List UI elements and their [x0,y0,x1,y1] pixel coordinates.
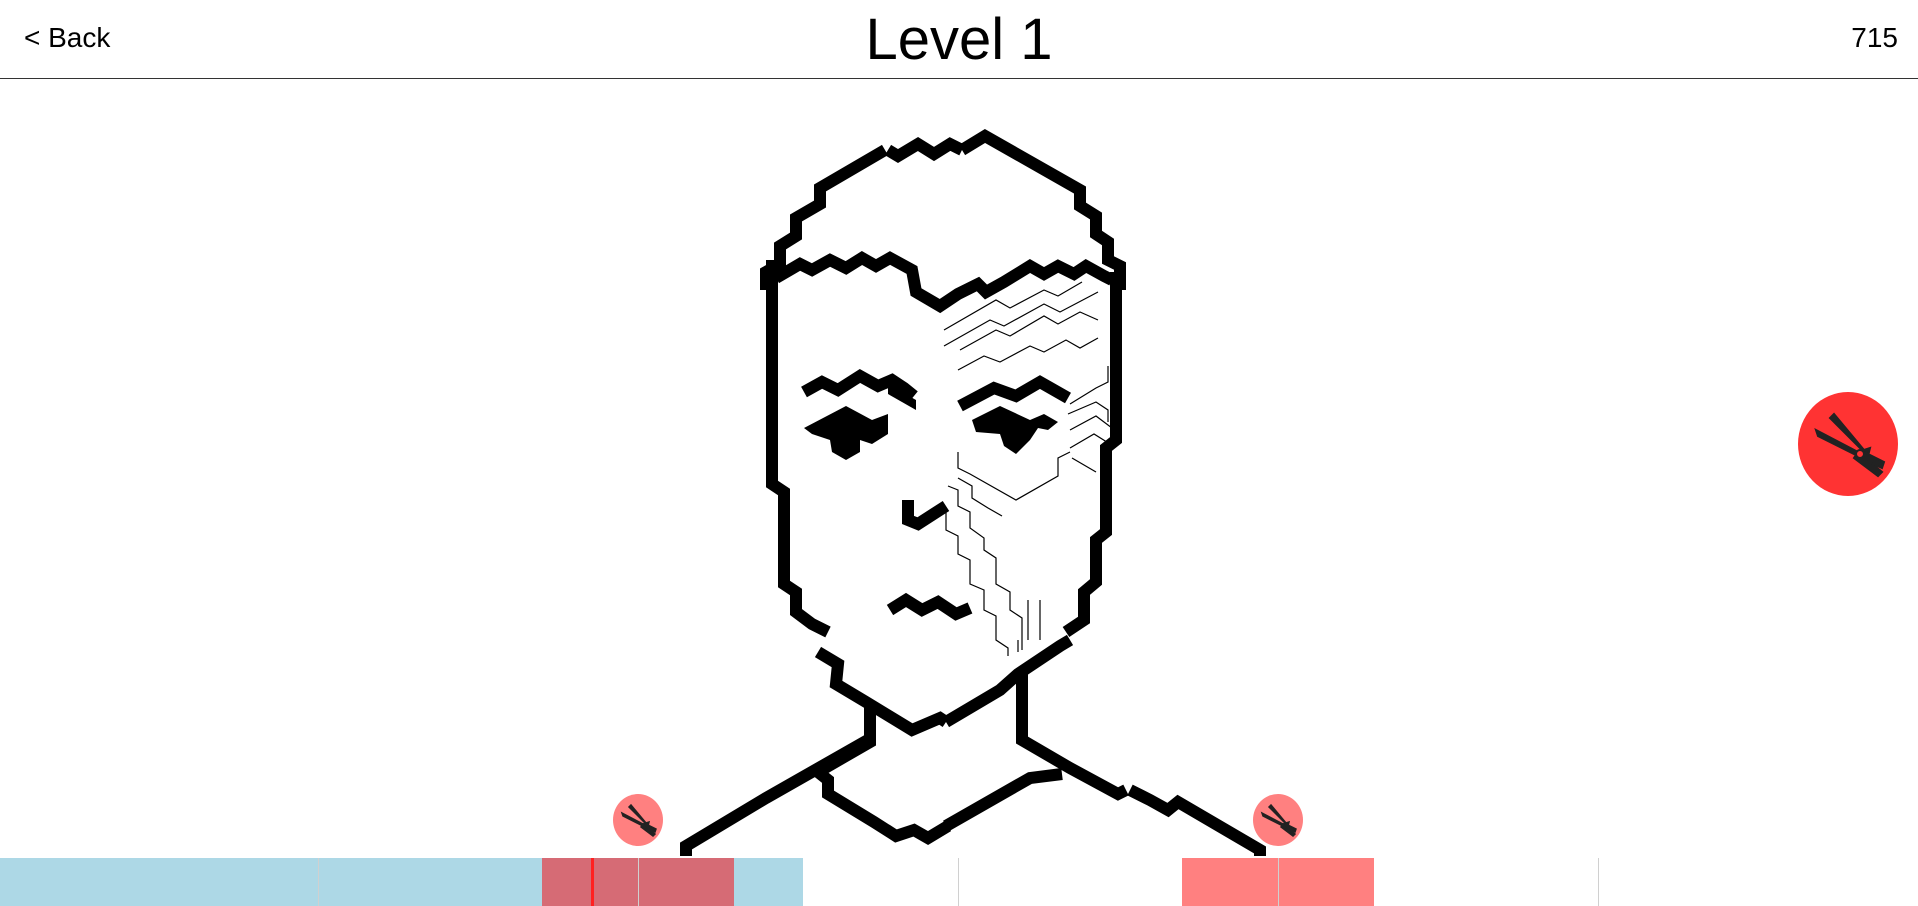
shade-13 [945,512,1009,656]
shade-5 [1069,366,1109,405]
timeline-tick [1598,858,1599,906]
neck-right [1016,668,1129,801]
face-right [1062,272,1122,637]
eye-right [972,406,1058,454]
eye-left [804,406,888,460]
shade-1 [943,281,1083,331]
timeline-tick [638,858,639,906]
timeline-segment-blue [0,858,542,906]
shade-12 [947,485,1023,650]
hair-top-zigzag [884,136,965,163]
jaw-left [814,646,950,737]
clothespin-icon [1260,803,1297,837]
eyebrow-left-inner [888,384,916,410]
mouth [886,592,973,621]
shade-9 [1071,457,1097,473]
shade-11 [957,477,1003,517]
eyebrow-right [957,375,1071,412]
top-bar: < Back Level 1 715 [0,0,1918,79]
nose [902,500,950,531]
timeline-tick [958,858,959,906]
hair-crown [958,129,1126,290]
timeline-playhead[interactable] [591,858,594,906]
drawing-canvas [0,80,1918,856]
placed-peg-left[interactable] [613,794,663,846]
clothespin-icon [620,803,657,837]
score-counter: 715 [1851,22,1898,53]
placed-peg-right[interactable] [1253,794,1303,846]
shade-4 [957,337,1099,371]
face-drawing [680,129,1266,856]
face-left [766,260,831,638]
shade-8 [1069,433,1111,449]
selected-peg-button[interactable] [1798,392,1898,496]
neck-collar [943,768,1063,832]
hairline-left [772,251,1115,314]
clothespin-icon [1814,412,1886,478]
level-title: Level 1 [865,7,1053,72]
shade-3 [959,311,1099,351]
timeline-tick [1278,858,1279,906]
shoulder-left [680,734,871,856]
shoulder-right [1127,784,1266,856]
shade-10 [957,451,1071,501]
timeline-tick [318,858,319,906]
eyebrow-left [801,369,918,401]
shade-6 [1067,401,1109,422]
timeline-segment-blue [734,858,803,906]
timeline-bar[interactable] [0,858,1918,906]
shade-7 [1069,415,1113,440]
shade-2 [943,291,1099,347]
back-button[interactable]: < Back [24,22,111,53]
